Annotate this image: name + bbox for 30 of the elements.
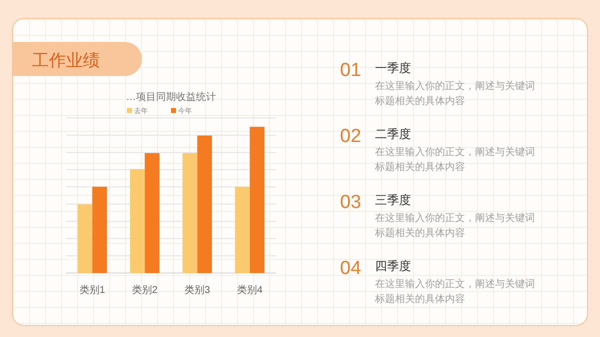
bar bbox=[235, 186, 250, 273]
text: 在这里输入你的正文，阐述与关键词 bbox=[375, 80, 535, 92]
text: 04 bbox=[340, 258, 362, 279]
text: 三季度 bbox=[375, 193, 411, 207]
text: 二季度 bbox=[375, 127, 411, 141]
text: 标题相关的具体内容 bbox=[374, 293, 465, 305]
text: 01 bbox=[340, 60, 362, 81]
text: 在这里输入你的正文，阐述与关键词 bbox=[375, 278, 535, 290]
text: 在这里输入你的正文，阐述与关键词 bbox=[375, 146, 535, 158]
x-tick-label: 类别4 bbox=[236, 284, 263, 296]
text: 四季度 bbox=[375, 259, 411, 273]
text: 03 bbox=[340, 192, 362, 213]
x-tick-label: 类别3 bbox=[184, 284, 210, 296]
bar bbox=[130, 169, 145, 273]
bar bbox=[250, 126, 264, 273]
x-tick-label: 类别1 bbox=[79, 284, 106, 296]
text: 在这里输入你的正文，阐述与关键词 bbox=[375, 212, 535, 224]
bar bbox=[182, 153, 198, 273]
x-tick-label: 类别2 bbox=[132, 284, 158, 296]
chart-title: …项目同期收益统计 bbox=[126, 91, 216, 103]
text: 02 bbox=[340, 126, 362, 147]
text: 标题相关的具体内容 bbox=[374, 161, 465, 173]
text: 标题相关的具体内容 bbox=[374, 227, 465, 239]
bar bbox=[197, 136, 212, 273]
bar bbox=[92, 186, 107, 273]
text: 工作业绩 bbox=[32, 51, 100, 70]
text: 标题相关的具体内容 bbox=[374, 95, 465, 107]
bar bbox=[144, 153, 160, 273]
text: 一季度 bbox=[375, 61, 411, 75]
bar bbox=[78, 204, 92, 273]
